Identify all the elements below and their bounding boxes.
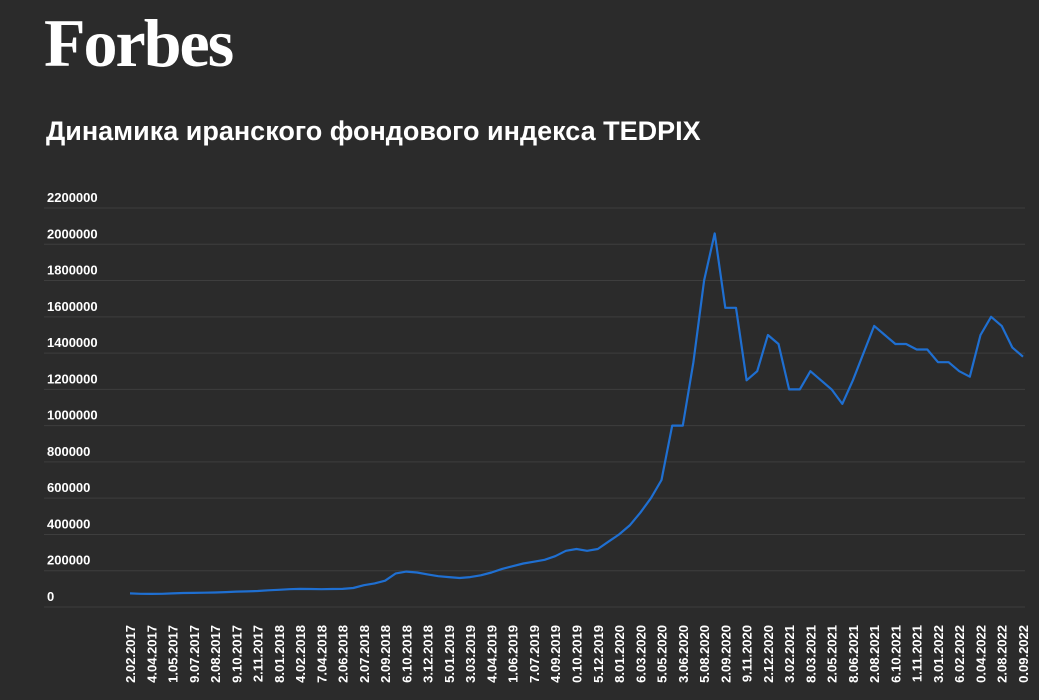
y-tick-label: 1800000 bbox=[47, 263, 98, 278]
x-tick-label: 2.09.2018 bbox=[378, 625, 393, 683]
x-tick-label: 3.01.2022 bbox=[931, 625, 946, 683]
chart-title: Динамика иранского фондового индекса TED… bbox=[46, 116, 701, 146]
x-tick-label: 5.12.2019 bbox=[591, 625, 606, 683]
x-tick-label: 2.05.2021 bbox=[825, 625, 840, 683]
y-tick-label: 800000 bbox=[47, 444, 90, 459]
x-tick-label: 8.03.2021 bbox=[803, 625, 818, 683]
x-tick-label: 4.02.2018 bbox=[293, 625, 308, 683]
x-tick-label: 2.08.2021 bbox=[867, 625, 882, 683]
x-tick-label: 3.02.2021 bbox=[782, 625, 797, 683]
y-tick-label: 1400000 bbox=[47, 335, 98, 350]
x-tick-label: 5.08.2020 bbox=[697, 625, 712, 683]
x-tick-label: 9.07.2017 bbox=[187, 625, 202, 683]
x-tick-label: 3.06.2020 bbox=[676, 625, 691, 683]
x-tick-label: 1.11.2021 bbox=[910, 625, 925, 682]
x-tick-label: 8.01.2020 bbox=[612, 625, 627, 683]
x-tick-label: 2.06.2018 bbox=[336, 625, 351, 683]
x-tick-label: 9.11.2020 bbox=[740, 625, 755, 682]
y-tick-label: 1200000 bbox=[47, 371, 98, 386]
logo: Forbes bbox=[44, 5, 233, 81]
x-tick-label: 2.02.2017 bbox=[123, 625, 138, 683]
x-tick-label: 0.10.2019 bbox=[570, 625, 585, 683]
x-tick-label: 4.04.2017 bbox=[144, 625, 159, 683]
y-tick-label: 400000 bbox=[47, 516, 90, 531]
y-tick-label: 0 bbox=[47, 589, 54, 604]
x-tick-label: 4.09.2019 bbox=[548, 625, 563, 683]
x-tick-label: 4.04.2019 bbox=[484, 625, 499, 683]
x-tick-label: 2.12.2020 bbox=[761, 625, 776, 683]
x-tick-label: 5.01.2019 bbox=[442, 625, 457, 683]
x-tick-label: 2.11.2017 bbox=[251, 625, 266, 682]
x-tick-label: 6.10.2021 bbox=[888, 625, 903, 683]
x-tick-label: 2.08.2022 bbox=[995, 625, 1010, 683]
x-tick-label: 0.09.2022 bbox=[1016, 625, 1031, 683]
x-tick-label: 7.07.2019 bbox=[527, 625, 542, 683]
y-tick-label: 2200000 bbox=[47, 190, 98, 205]
x-tick-label: 3.03.2019 bbox=[463, 625, 478, 683]
x-tick-label: 1.05.2017 bbox=[166, 625, 181, 683]
x-tick-label: 1.06.2019 bbox=[506, 625, 521, 683]
x-tick-label: 6.10.2018 bbox=[399, 625, 414, 683]
y-tick-label: 600000 bbox=[47, 480, 90, 495]
x-tick-label: 2.07.2018 bbox=[357, 625, 372, 683]
x-tick-label: 6.02.2022 bbox=[952, 625, 967, 683]
x-tick-label: 8.01.2018 bbox=[272, 625, 287, 683]
line bbox=[129, 232, 1024, 595]
x-tick-label: 7.04.2018 bbox=[314, 625, 329, 683]
x-tick-label: 3.12.2018 bbox=[421, 625, 436, 683]
x-tick-label: 9.10.2017 bbox=[229, 625, 244, 683]
x-tick-label: 2.08.2017 bbox=[208, 625, 223, 683]
y-tick-label: 2000000 bbox=[47, 226, 98, 241]
x-tick-label: 8.06.2021 bbox=[846, 625, 861, 683]
x-tick-label: 5.05.2020 bbox=[655, 625, 670, 683]
y-tick-label: 1600000 bbox=[47, 299, 98, 314]
x-tick-label: 2.09.2020 bbox=[718, 625, 733, 683]
y-tick-label: 200000 bbox=[47, 553, 90, 568]
x-tick-label: 6.03.2020 bbox=[633, 625, 648, 683]
y-tick-label: 1000000 bbox=[47, 408, 98, 423]
x-tick-label: 0.04.2022 bbox=[973, 625, 988, 683]
